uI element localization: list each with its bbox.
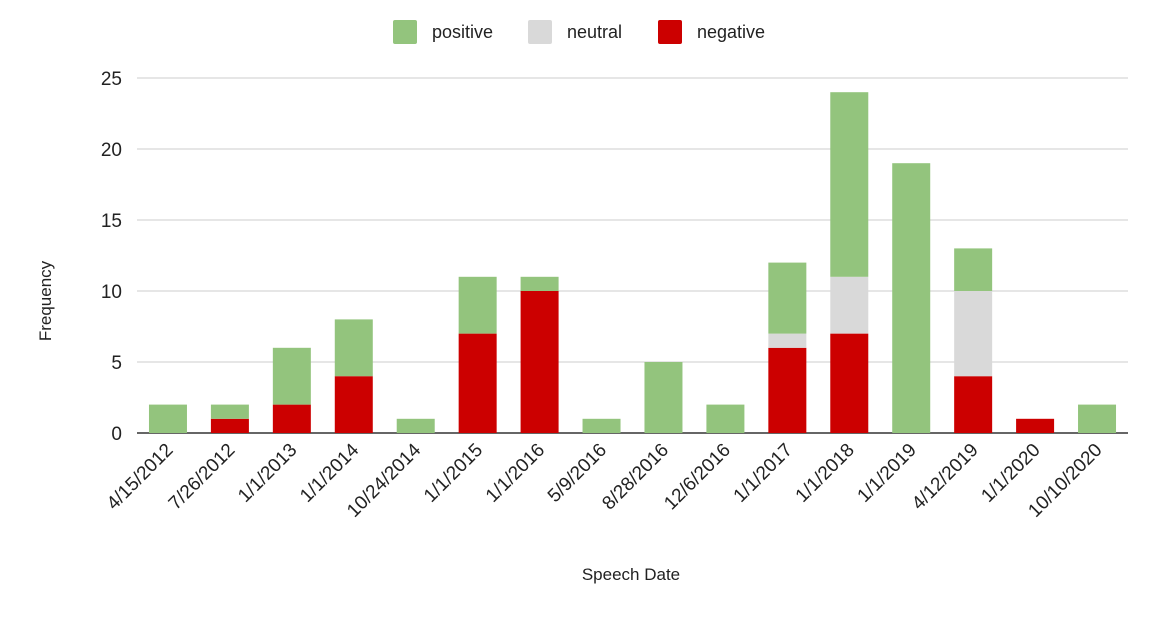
bar-positive bbox=[520, 276, 559, 291]
y-tick-label: 0 bbox=[111, 424, 122, 445]
bar-negative bbox=[954, 376, 993, 433]
bar-neutral bbox=[768, 333, 807, 348]
x-tick-label: 1/1/2013 bbox=[234, 440, 301, 507]
x-tick-label: 4/15/2012 bbox=[103, 440, 178, 515]
bar-positive bbox=[272, 347, 311, 405]
x-tick-label: 1/1/2018 bbox=[792, 440, 859, 507]
bars bbox=[148, 92, 1117, 433]
bar-negative bbox=[830, 333, 869, 433]
x-tick-label: 4/12/2019 bbox=[908, 440, 983, 515]
bar-positive bbox=[1078, 404, 1117, 433]
bar-neutral bbox=[830, 276, 869, 334]
bar-negative bbox=[334, 376, 373, 433]
bar-neutral bbox=[954, 291, 993, 377]
legend-label-negative: negative bbox=[697, 22, 765, 42]
bar-positive bbox=[582, 418, 621, 433]
bar-positive bbox=[458, 276, 497, 334]
bar-positive bbox=[892, 163, 931, 433]
bar-negative bbox=[458, 333, 497, 433]
x-tick-label: 1/1/2016 bbox=[482, 440, 549, 507]
x-tick-label: 1/1/2015 bbox=[420, 440, 487, 507]
y-tick-label: 5 bbox=[111, 353, 122, 374]
legend-swatch-positive bbox=[393, 20, 417, 44]
bar-negative bbox=[1016, 418, 1055, 433]
y-axis-label: Frequency bbox=[36, 260, 55, 341]
y-tick-label: 25 bbox=[101, 69, 122, 90]
bar-positive bbox=[396, 418, 435, 433]
bar-positive bbox=[768, 262, 807, 334]
legend-label-neutral: neutral bbox=[567, 22, 622, 42]
bar-negative bbox=[272, 404, 311, 433]
y-axis-ticks: 0 5 10 15 20 25 bbox=[101, 69, 122, 445]
legend-swatch-negative bbox=[658, 20, 682, 44]
x-tick-label: 7/26/2012 bbox=[165, 440, 240, 515]
x-tick-label: 12/6/2016 bbox=[660, 440, 735, 515]
bar-positive bbox=[706, 404, 745, 433]
bar-positive bbox=[644, 362, 683, 433]
bar-positive bbox=[334, 319, 373, 377]
legend-label-positive: positive bbox=[432, 22, 493, 42]
bar-positive bbox=[148, 404, 187, 433]
x-axis-label: Speech Date bbox=[582, 565, 680, 584]
bar-positive bbox=[830, 92, 869, 277]
bar-positive bbox=[954, 248, 993, 291]
bar-positive bbox=[210, 404, 249, 419]
y-tick-label: 10 bbox=[101, 282, 122, 303]
y-tick-label: 15 bbox=[101, 211, 122, 232]
bar-negative bbox=[210, 418, 249, 433]
x-tick-label: 8/28/2016 bbox=[598, 440, 673, 515]
x-tick-label: 1/1/2017 bbox=[730, 440, 797, 507]
bar-negative bbox=[520, 291, 559, 433]
x-axis-ticks: 4/15/20127/26/20121/1/20131/1/201410/24/… bbox=[103, 439, 1107, 521]
legend: positive neutral negative bbox=[393, 20, 765, 44]
legend-swatch-neutral bbox=[528, 20, 552, 44]
bar-negative bbox=[768, 347, 807, 433]
y-tick-label: 20 bbox=[101, 140, 122, 161]
